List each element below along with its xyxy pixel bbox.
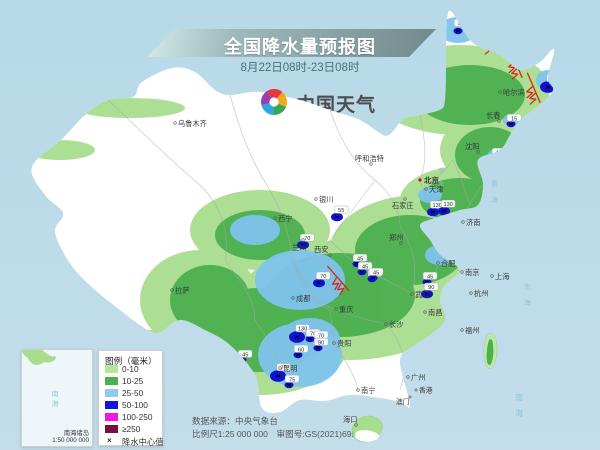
svg-text:合肥: 合肥 — [441, 259, 455, 268]
svg-text:45: 45 — [242, 352, 248, 358]
svg-text:南昌: 南昌 — [428, 308, 442, 317]
svg-text:南宁: 南宁 — [361, 386, 375, 395]
svg-text:拉萨: 拉萨 — [175, 286, 189, 295]
svg-text:北京: 北京 — [424, 175, 439, 185]
svg-text:130: 130 — [444, 202, 453, 208]
svg-text:沈阳: 沈阳 — [465, 142, 479, 151]
svg-text:130: 130 — [298, 327, 307, 333]
svg-text:45: 45 — [449, 296, 455, 302]
svg-text:昆明: 昆明 — [283, 364, 297, 373]
svg-text:济南: 济南 — [466, 218, 480, 227]
svg-text:成都: 成都 — [296, 294, 310, 303]
svg-text:南京: 南京 — [465, 268, 479, 277]
svg-text:45: 45 — [362, 264, 368, 270]
svg-text:15: 15 — [496, 150, 502, 156]
svg-text:45: 45 — [427, 274, 433, 280]
svg-text:郑州: 郑州 — [389, 233, 403, 242]
svg-text:45: 45 — [458, 21, 464, 27]
svg-text:海: 海 — [515, 408, 523, 418]
svg-text:杭州: 杭州 — [474, 289, 488, 298]
svg-text:贵阳: 贵阳 — [337, 339, 351, 348]
svg-text:澳门: 澳门 — [396, 397, 410, 406]
svg-text:重庆: 重庆 — [339, 305, 353, 314]
svg-text:长春: 长春 — [486, 111, 500, 120]
svg-text:70: 70 — [320, 274, 326, 280]
svg-text:90: 90 — [318, 340, 324, 346]
svg-text:45: 45 — [373, 270, 379, 276]
svg-text:石家庄: 石家庄 — [392, 201, 414, 210]
svg-text:武汉: 武汉 — [415, 290, 429, 299]
svg-text:东: 东 — [524, 282, 531, 291]
svg-text:天津: 天津 — [429, 185, 443, 194]
svg-text:香港: 香港 — [419, 386, 433, 395]
svg-text:60: 60 — [298, 347, 304, 353]
svg-text:海口: 海口 — [343, 415, 357, 424]
svg-text:哈尔滨: 哈尔滨 — [503, 88, 525, 97]
svg-text:银川: 银川 — [319, 195, 333, 204]
svg-text:西安: 西安 — [314, 245, 328, 254]
svg-text:兰州: 兰州 — [292, 243, 306, 252]
svg-text:海: 海 — [524, 298, 531, 307]
svg-text:55: 55 — [338, 208, 344, 214]
svg-text:广州: 广州 — [411, 373, 425, 382]
svg-text:45: 45 — [357, 256, 363, 262]
svg-text:呼和浩特: 呼和浩特 — [355, 154, 384, 163]
svg-text:黄: 黄 — [491, 179, 498, 188]
svg-text:南: 南 — [515, 392, 523, 402]
svg-text:海: 海 — [491, 195, 498, 204]
svg-text:乌鲁木齐: 乌鲁木齐 — [178, 119, 207, 128]
svg-text:70: 70 — [304, 236, 310, 242]
svg-text:15: 15 — [511, 116, 517, 122]
svg-text:70: 70 — [550, 77, 556, 83]
svg-text:上海: 上海 — [495, 272, 509, 281]
svg-text:75: 75 — [289, 377, 295, 383]
svg-text:西宁: 西宁 — [278, 214, 292, 223]
svg-text:长沙: 长沙 — [389, 320, 403, 329]
svg-text:福州: 福州 — [465, 326, 479, 335]
